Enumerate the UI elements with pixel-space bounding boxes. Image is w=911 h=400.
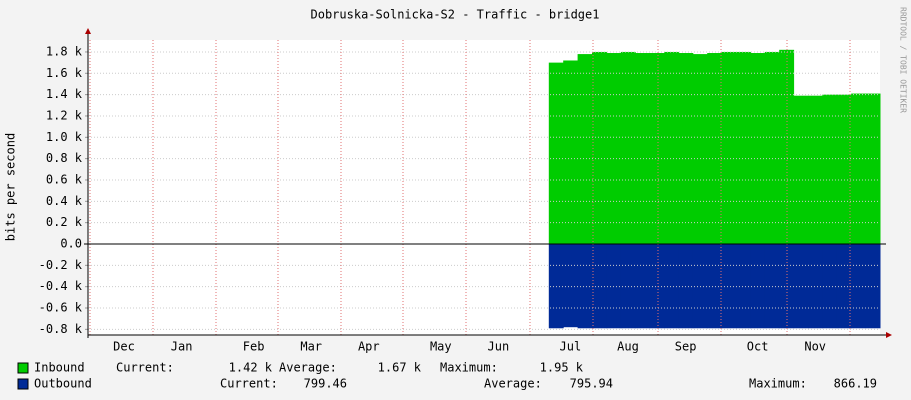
area-segment — [692, 54, 708, 244]
legend-swatch — [17, 362, 29, 374]
legend-stat-value: 799.46 — [304, 377, 347, 391]
area-segment — [822, 243, 838, 329]
area-segment — [736, 243, 751, 329]
area-segment — [692, 243, 708, 329]
y-tick-label: -0.6 k — [39, 301, 83, 315]
legend-stat-value: 1.67 k — [378, 361, 422, 375]
area-segment — [577, 243, 593, 329]
area-segment — [764, 243, 780, 329]
y-tick-label: 1.4 k — [46, 87, 83, 101]
x-tick-label: May — [430, 340, 452, 354]
area-segment — [548, 243, 564, 329]
y-tick-label: 1.8 k — [46, 44, 83, 58]
x-tick-label: Aug — [617, 340, 639, 354]
area-segment — [836, 94, 852, 244]
area-segment — [707, 53, 723, 244]
legend-stat-value: 866.19 — [834, 377, 877, 391]
area-segment — [664, 51, 679, 244]
legend-swatch — [17, 378, 29, 390]
x-tick-label: Jul — [560, 340, 582, 354]
area-segment — [592, 243, 607, 329]
area-segment — [721, 51, 737, 244]
watermark: RRDTOOL / TOBI OETIKER — [899, 7, 908, 113]
legend-stat-label: Maximum: — [440, 361, 498, 375]
area-segment — [779, 49, 795, 244]
x-tick-label: Mar — [300, 340, 322, 354]
legend-stat-label: Average: — [279, 361, 337, 375]
area-segment — [606, 53, 622, 244]
area-segment — [649, 53, 665, 244]
area-segment — [822, 94, 838, 244]
area-segment — [620, 51, 636, 244]
area-segment — [793, 243, 809, 329]
y-axis-label: bits per second — [4, 133, 18, 241]
area-segment — [620, 243, 636, 329]
area-segment — [563, 243, 579, 328]
x-tick-label: Jan — [171, 340, 193, 354]
area-segment — [750, 53, 766, 244]
y-tick-label: 1.2 k — [46, 108, 83, 122]
y-tick-label: 1.6 k — [46, 66, 83, 80]
y-tick-label: -0.2 k — [39, 258, 83, 272]
x-tick-label: Nov — [804, 340, 826, 354]
area-segment — [808, 243, 823, 329]
y-tick-label: 0.8 k — [46, 151, 83, 165]
area-segment — [635, 243, 651, 329]
legend-stat-value: 1.95 k — [540, 361, 584, 375]
legend-label: Inbound — [34, 361, 85, 375]
area-segment — [764, 51, 780, 244]
area-segment — [548, 62, 564, 244]
legend-stat-value: 795.94 — [570, 377, 613, 391]
area-segment — [865, 93, 881, 244]
area-segment — [563, 60, 579, 244]
x-tick-label: Sep — [675, 340, 697, 354]
legend-stat-label: Average: — [484, 377, 542, 391]
area-segment — [707, 243, 723, 329]
y-tick-label: -0.4 k — [39, 279, 83, 293]
y-tick-label: 0.2 k — [46, 215, 83, 229]
area-segment — [606, 243, 622, 329]
x-tick-label: Apr — [358, 340, 380, 354]
x-tick-label: Feb — [243, 340, 265, 354]
axis-arrow — [85, 28, 91, 34]
legend-label: Outbound — [34, 377, 92, 391]
area-segment — [592, 51, 607, 244]
y-tick-label: 0.6 k — [46, 172, 83, 186]
area-segment — [664, 243, 679, 329]
area-segment — [678, 53, 694, 244]
area-segment — [635, 53, 651, 244]
x-tick-label: Dec — [113, 340, 135, 354]
axis-arrow — [886, 332, 892, 338]
area-segment — [793, 95, 809, 244]
area-segment — [836, 243, 852, 329]
area-segment — [649, 243, 665, 329]
area-segment — [736, 51, 751, 244]
area-segment — [721, 243, 737, 329]
area-segment — [750, 243, 766, 329]
x-tick-label: Jun — [488, 340, 510, 354]
area-segment — [851, 243, 867, 329]
area-segment — [808, 95, 823, 244]
area-segment — [678, 243, 694, 329]
legend-stat-label: Current: — [220, 377, 278, 391]
legend-stat-label: Maximum: — [749, 377, 807, 391]
area-segment — [577, 54, 593, 244]
area-segment — [851, 93, 867, 244]
chart-title: Dobruska-Solnicka-S2 - Traffic - bridge1 — [311, 8, 600, 22]
legend-stat-label: Current: — [116, 361, 174, 375]
y-tick-label: 0.4 k — [46, 194, 83, 208]
y-tick-label: 0.0 — [60, 236, 82, 250]
x-tick-label: Oct — [747, 340, 769, 354]
y-tick-label: 1.0 k — [46, 130, 83, 144]
area-segment — [865, 243, 881, 329]
legend-stat-value: 1.42 k — [229, 361, 273, 375]
y-tick-label: -0.8 k — [39, 322, 83, 336]
